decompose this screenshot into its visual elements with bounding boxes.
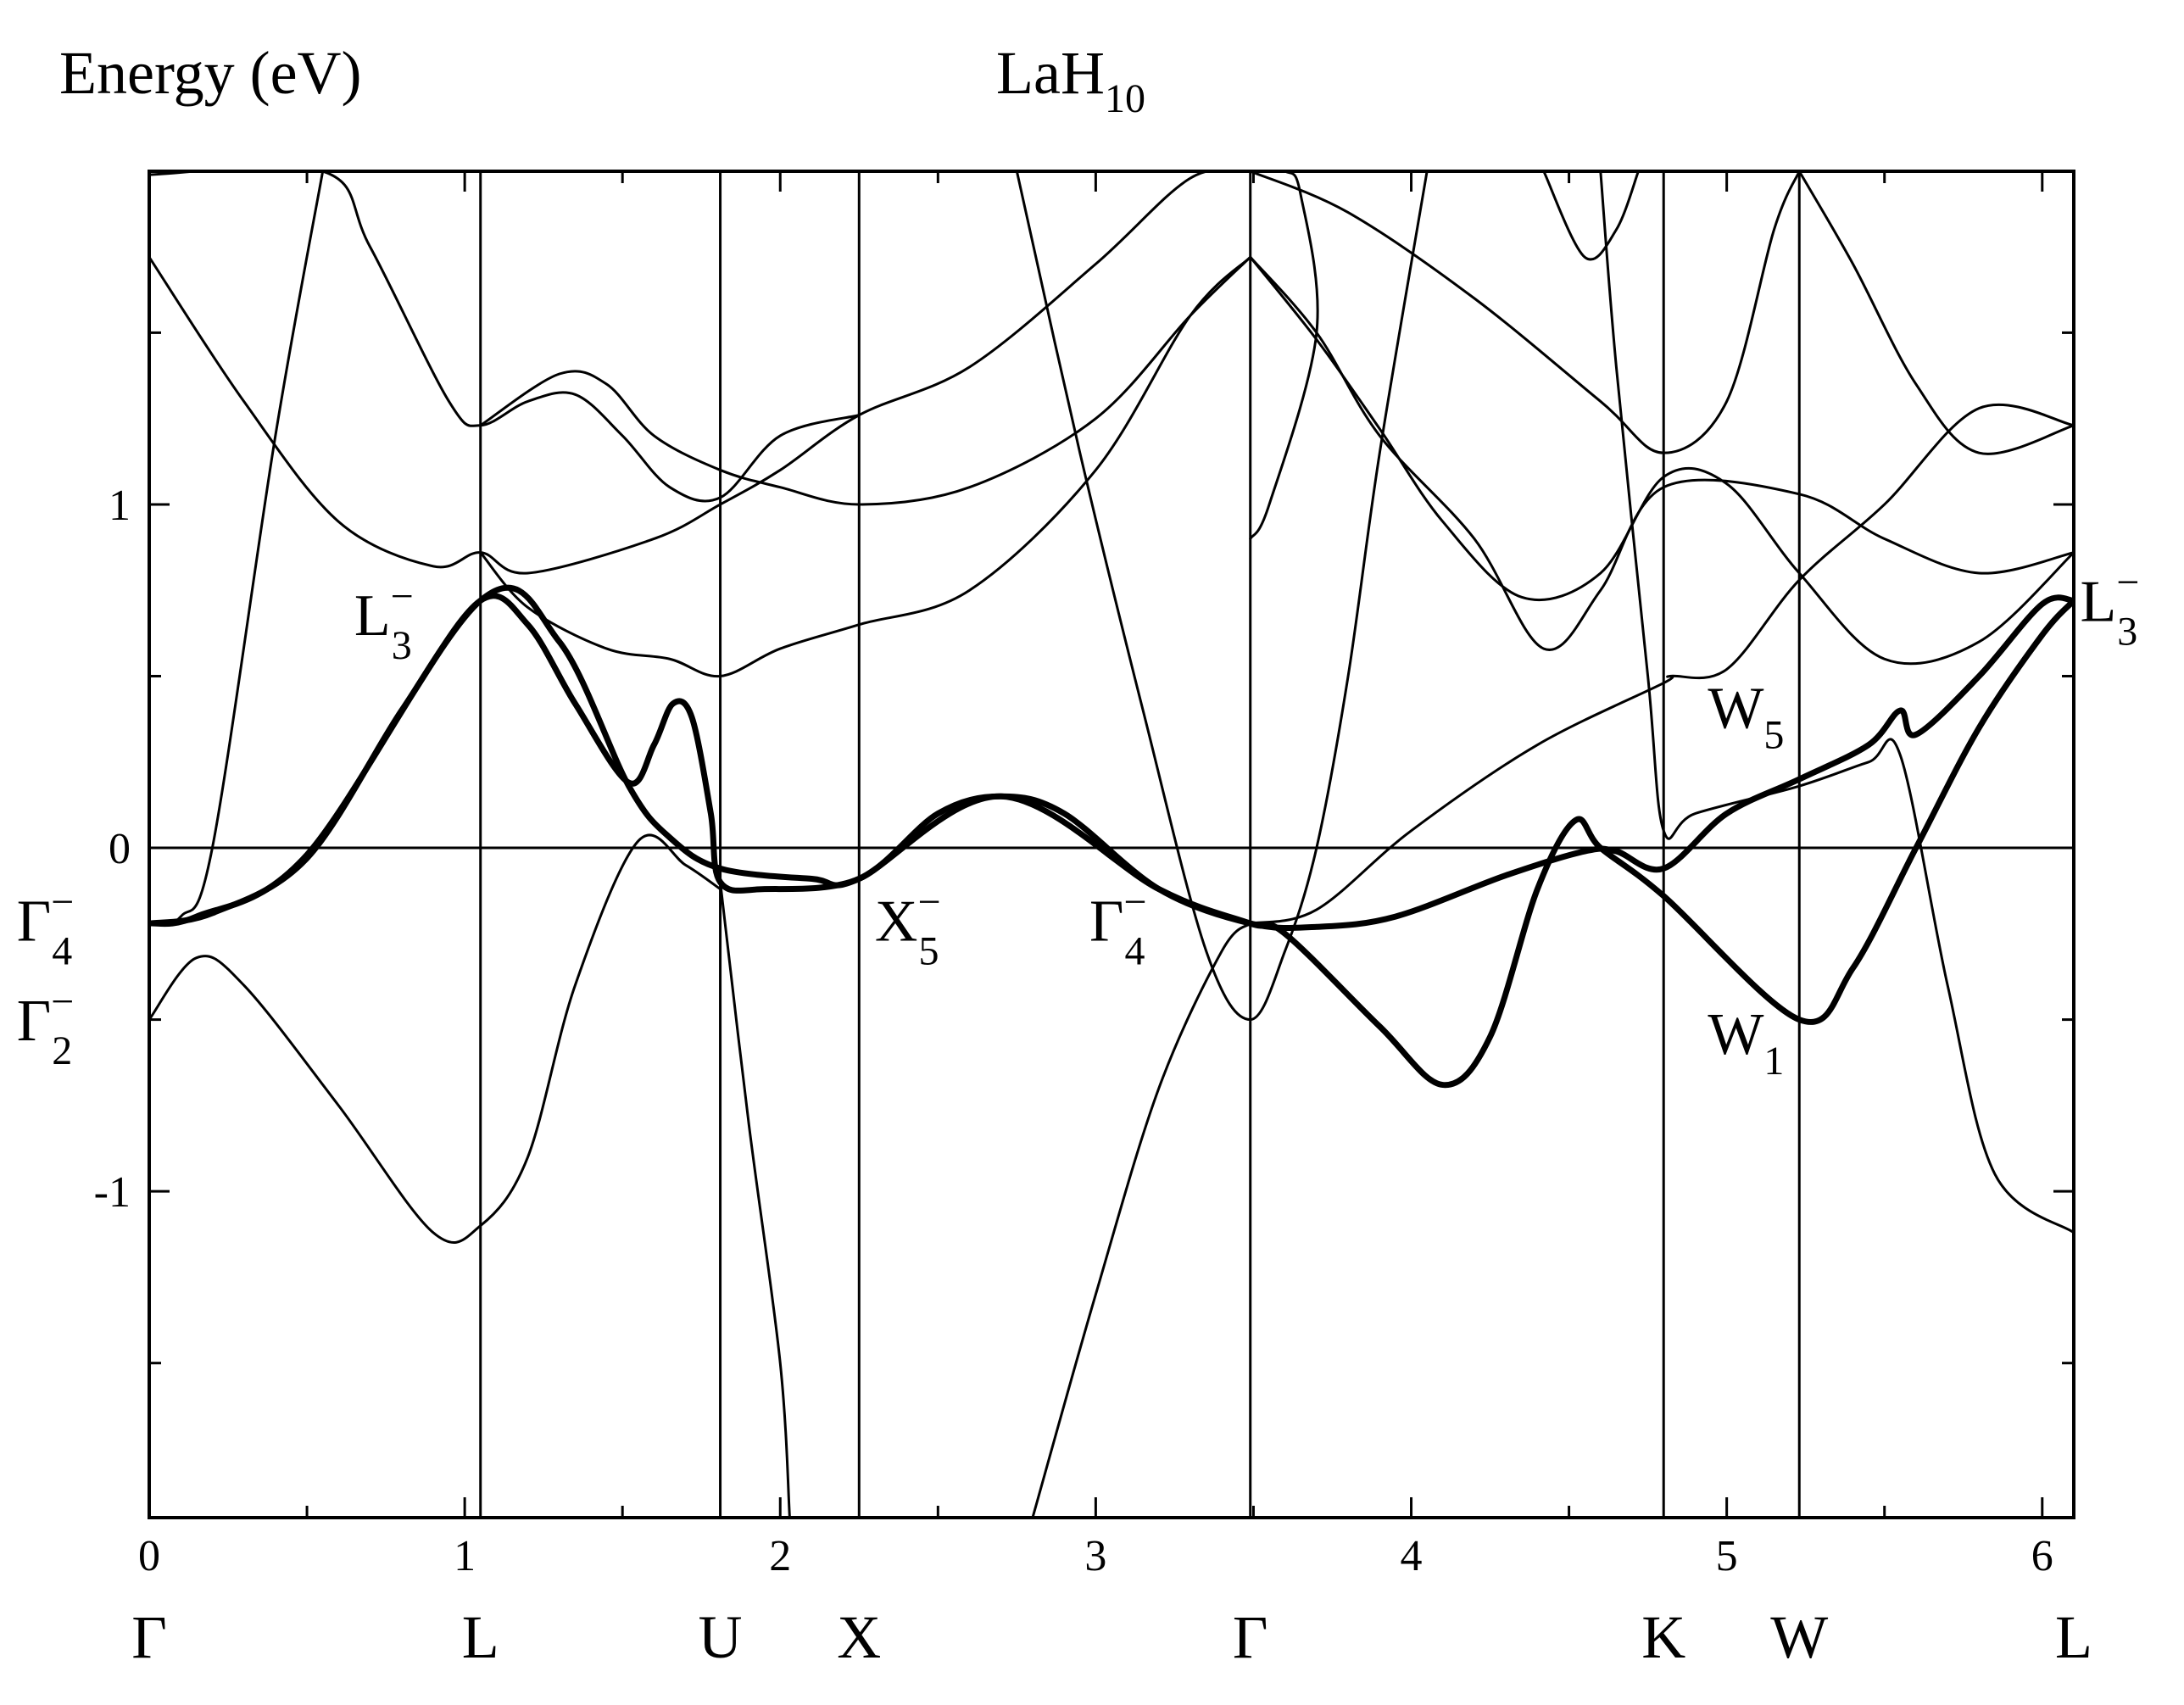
band-line <box>149 171 861 503</box>
high-symmetry-label: Γ <box>131 1603 167 1671</box>
annotation-sub: 5 <box>1763 712 1784 757</box>
chart-title-sub: 10 <box>1105 76 1145 121</box>
plot-frame <box>148 170 2075 1519</box>
symmetry-annotation: Γ− 4 <box>1089 879 1147 973</box>
x-tick-label: 2 <box>769 1532 791 1580</box>
annotation-sub: 4 <box>52 928 72 973</box>
annotation-sup: − <box>2116 560 2139 605</box>
annotation-base: L <box>2080 570 2116 635</box>
x-tick-label: 4 <box>1401 1532 1423 1580</box>
x-tick-label: 0 <box>138 1532 160 1580</box>
band-line <box>149 171 325 926</box>
annotation-sup: − <box>51 879 74 924</box>
symmetry-annotation: W5 <box>1708 676 1784 757</box>
annotation-sub: 2 <box>52 1028 72 1073</box>
annotation-sup: − <box>1123 879 1146 924</box>
annotation-base: W <box>1708 676 1763 741</box>
high-symmetry-label: L <box>2055 1603 2092 1671</box>
annotation-base: Γ <box>17 889 51 954</box>
symmetry-annotation: L− 3 <box>354 574 414 668</box>
band-line <box>479 255 1252 506</box>
band-line <box>1542 171 1640 261</box>
annotation-sup: − <box>917 879 940 924</box>
band-line <box>149 833 722 1244</box>
symmetry-annotation: Γ− 2 <box>17 979 75 1073</box>
symmetry-annotation: L− 3 <box>2080 560 2139 655</box>
band-line-thick <box>149 593 2074 932</box>
annotation-sub: 4 <box>1124 928 1145 973</box>
high-symmetry-label: W <box>1770 1603 1828 1671</box>
x-tick-label: 5 <box>1716 1532 1738 1580</box>
symmetry-annotation: X− 5 <box>875 879 941 973</box>
chart-title: LaH10 <box>996 39 1145 121</box>
band-line <box>1015 171 1429 1022</box>
annotation-base: L <box>354 583 391 649</box>
x-tick-label: 6 <box>2031 1532 2053 1580</box>
y-tick-label: -1 <box>94 1168 131 1217</box>
annotation-sup: − <box>391 574 414 619</box>
band-line <box>719 881 791 1518</box>
y-axis-label: Energy (eV) <box>59 39 362 107</box>
band-line <box>1599 171 2074 1234</box>
band-line <box>1797 171 2074 455</box>
symmetry-annotation: W1 <box>1708 1002 1784 1084</box>
band-line <box>1031 922 1252 1518</box>
band-line <box>1249 255 2074 666</box>
x-tick-label: 1 <box>454 1532 476 1580</box>
annotation-sup: − <box>51 979 74 1024</box>
band-line <box>1249 403 2074 925</box>
bands-group <box>149 171 2074 1518</box>
annotation-base: Γ <box>1089 889 1123 954</box>
high-symmetry-label: Γ <box>1233 1603 1268 1671</box>
annotation-base: X <box>875 889 918 954</box>
y-tick-label: 1 <box>109 482 131 530</box>
annotation-sub: 1 <box>1763 1039 1784 1084</box>
high-symmetry-label: X <box>837 1603 881 1671</box>
x-tick-label: 3 <box>1084 1532 1106 1580</box>
high-symmetry-label: L <box>462 1603 499 1671</box>
band-line <box>1249 171 1801 454</box>
annotation-sub: 3 <box>2117 610 2137 655</box>
annotation-base: Γ <box>17 989 51 1054</box>
band-line <box>1249 255 2074 651</box>
annotation-sub: 3 <box>392 623 412 668</box>
y-tick-label: 0 <box>109 825 131 873</box>
annotation-sub: 5 <box>919 928 939 973</box>
band-line <box>149 171 1252 575</box>
band-line <box>1249 171 1319 540</box>
band-line <box>479 255 1252 678</box>
symmetry-annotation: Γ− 4 <box>17 879 75 973</box>
high-symmetry-label: U <box>699 1603 743 1671</box>
chart-title-main: LaH <box>996 39 1105 107</box>
high-symmetry-label: K <box>1641 1603 1685 1671</box>
annotation-base: W <box>1708 1002 1763 1067</box>
band-line-thick <box>149 584 2074 1089</box>
